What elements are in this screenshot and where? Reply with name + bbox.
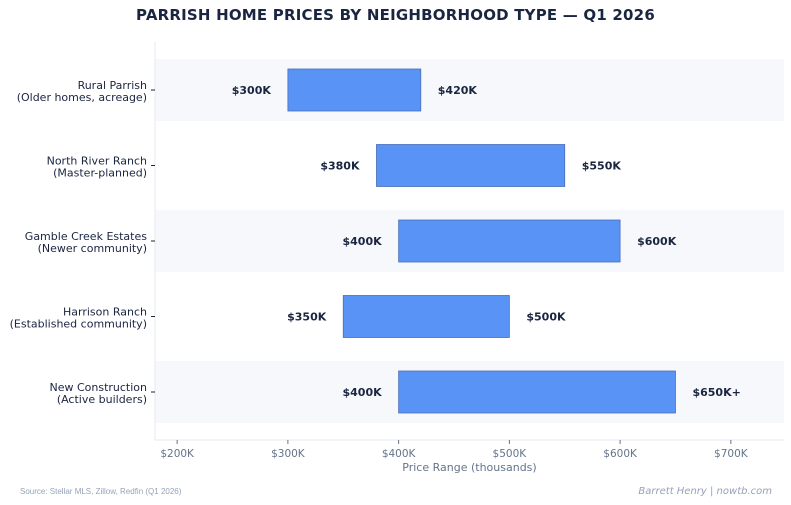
range-bar: [376, 144, 566, 187]
high-value-label: $420K: [438, 84, 478, 97]
credit-note: Barrett Henry | nowtb.com: [638, 486, 772, 497]
high-value-label: $650K+: [692, 386, 740, 399]
source-note: Source: Stellar MLS, Zillow, Redfin (Q1 …: [20, 487, 182, 496]
x-tick-label: $600K: [603, 448, 638, 460]
x-axis-label: Price Range (thousands): [402, 461, 536, 474]
category-label: Rural Parrish: [78, 79, 147, 92]
category-label: Gamble Creek Estates: [25, 230, 147, 243]
row-band: [155, 59, 784, 121]
x-tick-label: $400K: [382, 448, 417, 460]
range-bar: [398, 219, 621, 263]
low-value-label: $350K: [287, 311, 327, 324]
low-value-label: $300K: [232, 84, 272, 97]
category-sublabel: (Active builders): [57, 393, 147, 406]
x-tick-label: $700K: [714, 448, 749, 460]
low-value-label: $400K: [342, 386, 382, 399]
category-sublabel: (Established community): [10, 318, 147, 331]
category-label: Harrison Ranch: [63, 306, 147, 319]
category-sublabel: (Older homes, acreage): [17, 91, 147, 104]
chart-title: PARRISH HOME PRICES BY NEIGHBORHOOD TYPE…: [136, 6, 655, 24]
category-label: New Construction: [49, 381, 147, 394]
high-value-label: $500K: [526, 311, 566, 324]
high-value-label: $600K: [637, 235, 677, 248]
range-bar: [287, 68, 422, 112]
category-sublabel: (Master-planned): [53, 167, 147, 180]
low-value-label: $380K: [320, 160, 360, 173]
range-bar: [342, 295, 510, 338]
x-tick-label: $200K: [160, 448, 195, 460]
high-value-label: $550K: [582, 160, 622, 173]
x-tick-label: $300K: [271, 448, 306, 460]
category-label: North River Ranch: [47, 155, 147, 168]
range-bar: [398, 370, 676, 414]
low-value-label: $400K: [342, 235, 382, 248]
category-sublabel: (Newer community): [38, 242, 147, 255]
x-tick-label: $500K: [493, 448, 528, 460]
